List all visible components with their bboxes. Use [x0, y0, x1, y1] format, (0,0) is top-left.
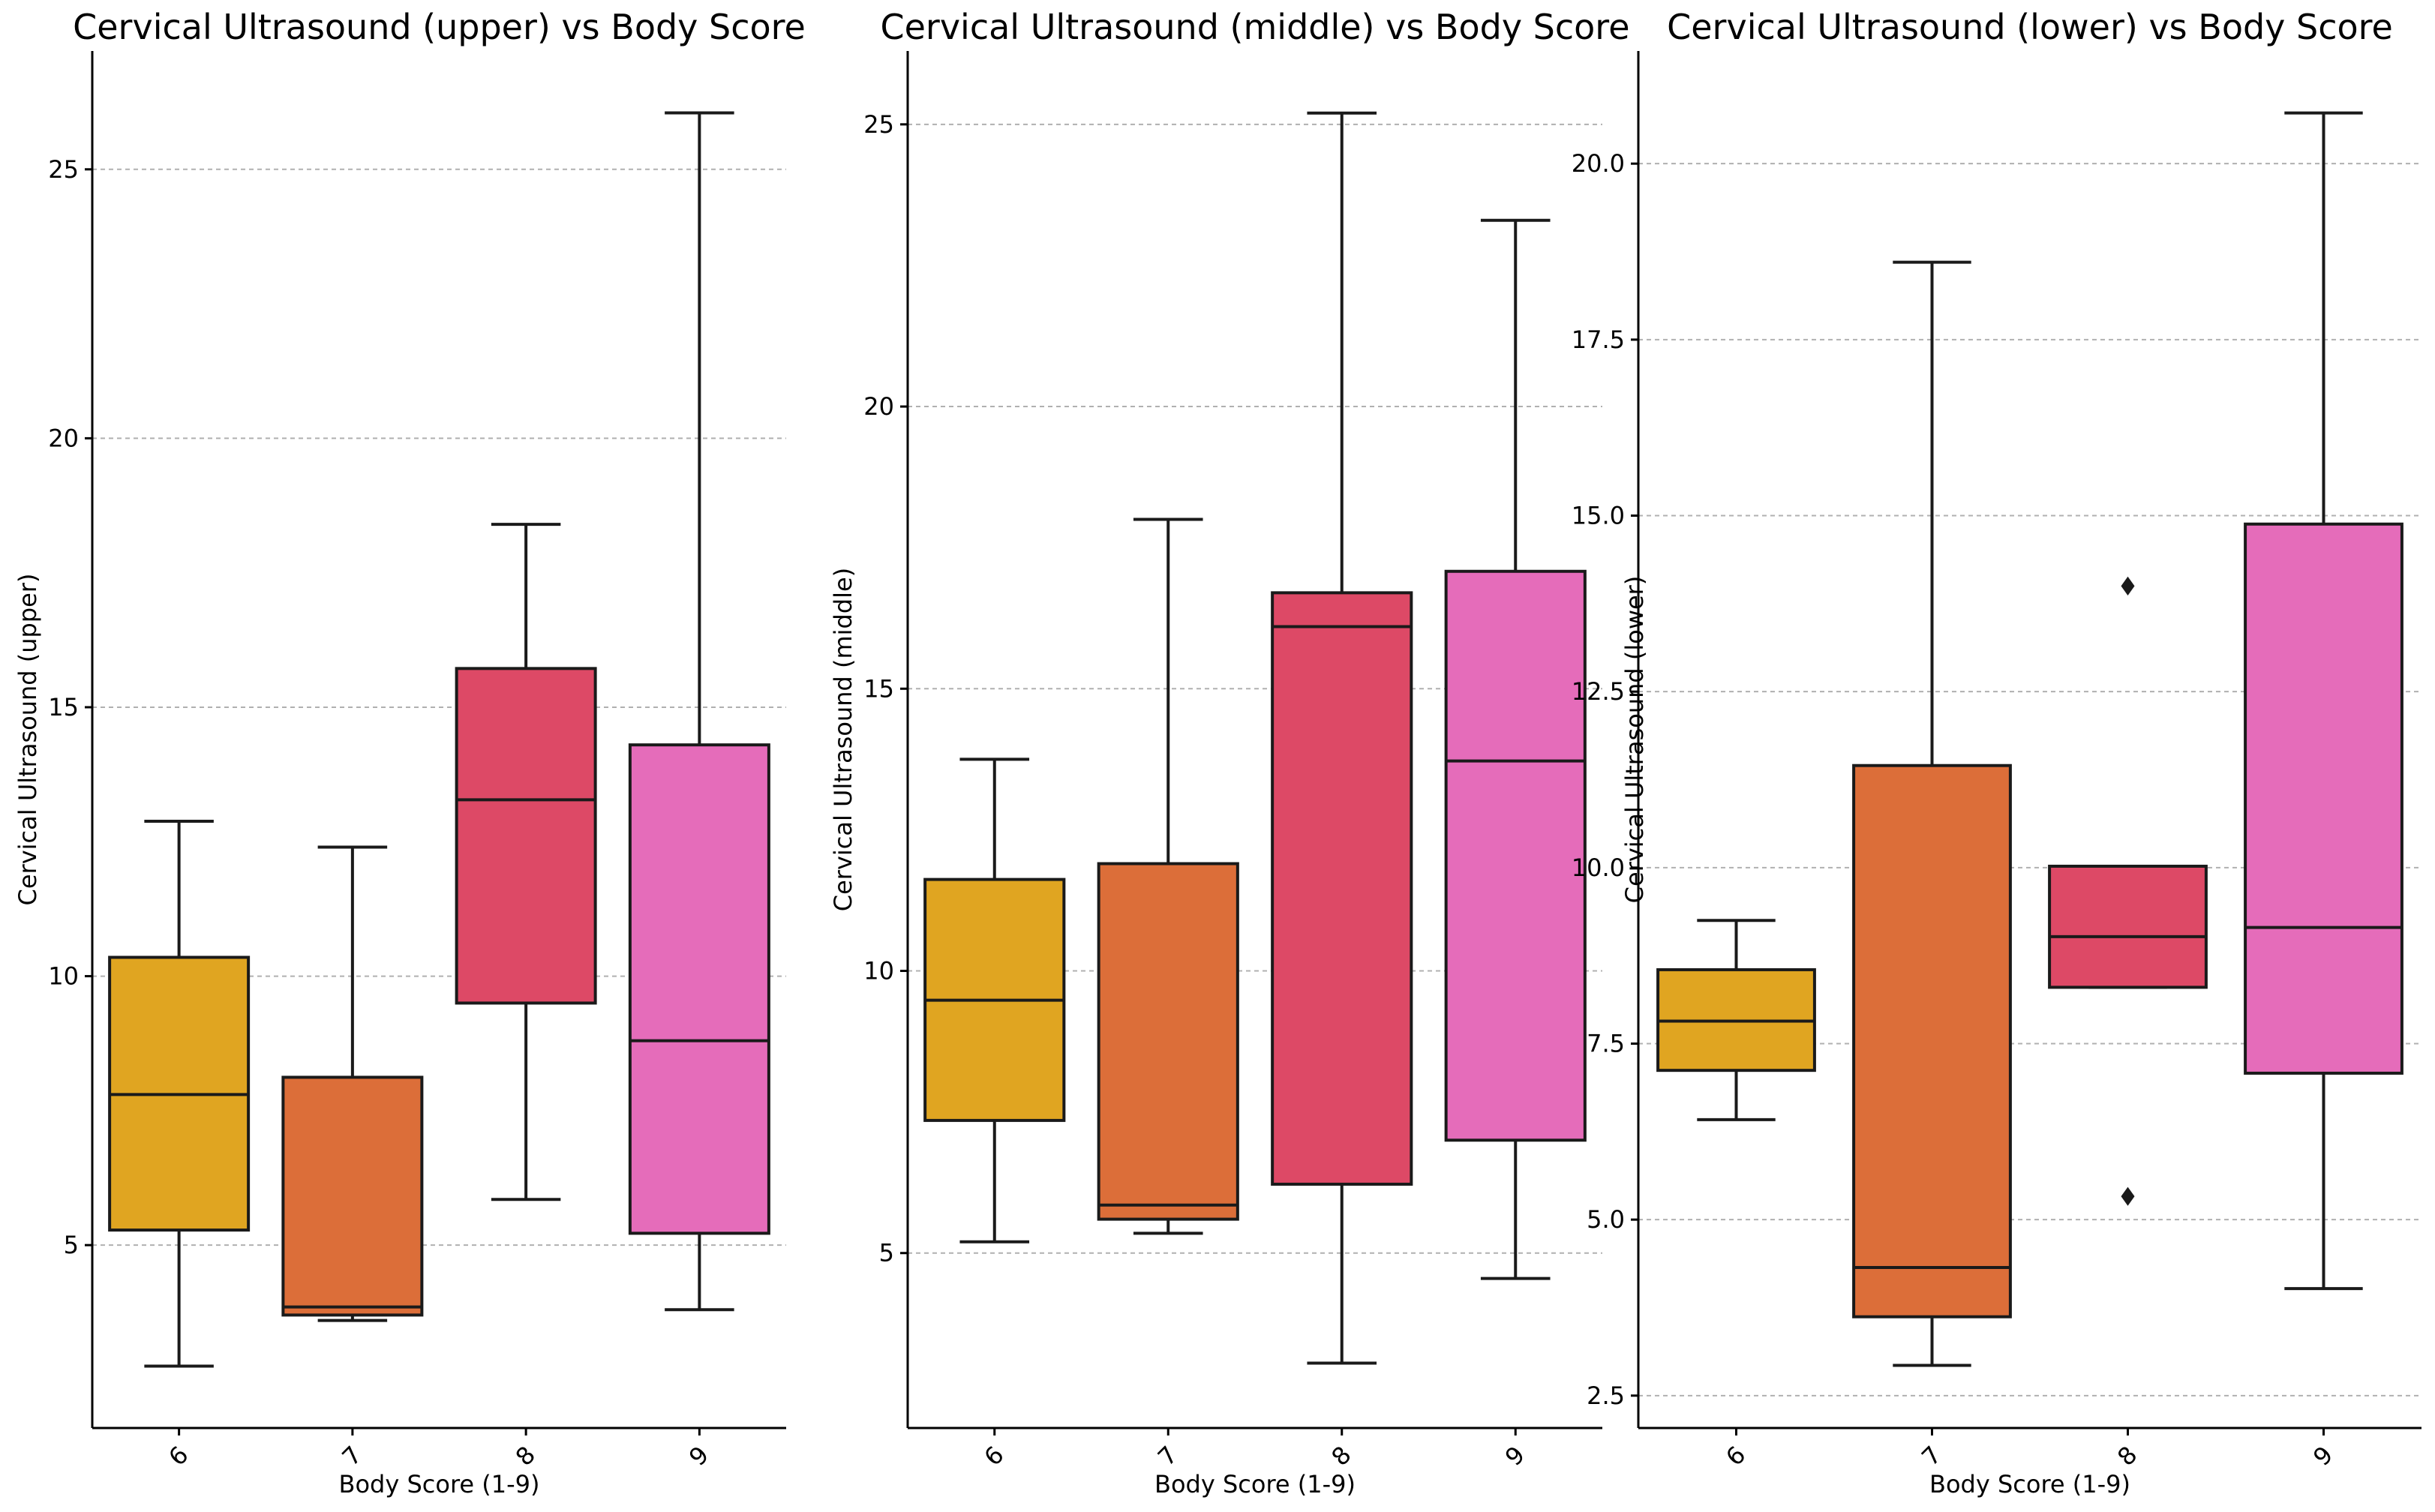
chart-panel-upper: 5 10 15 20 25 6 7 8 9 Cervical Ultrasound (upper)…: [14, 7, 806, 1498]
y-tick-label: 25: [48, 155, 79, 184]
box-group-8: [2048, 576, 2208, 1206]
y-tick-label: 12.5: [1572, 677, 1625, 706]
box-group-8: [455, 523, 597, 1202]
box-group-7: [1852, 260, 2012, 1367]
box-group-6: [923, 758, 1066, 1244]
box: [1444, 569, 1587, 1142]
flier-point: [2121, 576, 2135, 596]
x-tick-label: 7: [1916, 1441, 1947, 1472]
x-tick-label: 9: [1500, 1441, 1530, 1472]
y-tick-label: 20: [48, 424, 79, 452]
y-axis-label: Cervical Ultrasound (lower): [1620, 576, 1649, 904]
y-tick-label: 10.0: [1572, 854, 1625, 882]
y-tick-label: 5: [879, 1239, 894, 1268]
y-tick-label: 15.0: [1572, 502, 1625, 530]
box-group-6: [1656, 919, 1816, 1121]
y-tick-label: 20.0: [1572, 149, 1625, 178]
chart-panel-lower: 2.5 5.0 7.5 10.0 12.5 15.0 17.5 20.0 6 7 8 9 Cervica…: [1572, 7, 2421, 1498]
box-group-9: [2244, 111, 2403, 1291]
y-tick-label: 7.5: [1587, 1029, 1625, 1058]
y-tick-label: 2.5: [1587, 1382, 1625, 1410]
chart-title-upper: Cervical Ultrasound (upper) vs Body Scor…: [73, 7, 806, 47]
y-tick-label: 25: [863, 110, 894, 139]
box: [1271, 591, 1413, 1186]
y-tick-label: 17.5: [1572, 326, 1625, 354]
x-tick-label: 9: [2307, 1441, 2338, 1472]
chart-title-middle: Cervical Ultrasound (middle) vs Body Sco…: [880, 7, 1629, 47]
x-tick-label: 9: [683, 1441, 714, 1472]
y-tick-label: 10: [48, 962, 79, 991]
box: [628, 743, 770, 1235]
box: [1097, 862, 1239, 1221]
x-tick-label: 6: [1720, 1441, 1751, 1472]
box: [2048, 864, 2208, 989]
x-tick-label: 8: [510, 1441, 541, 1472]
x-axis-label: Body Score (1-9): [1154, 1470, 1356, 1498]
y-tick-label: 5.0: [1587, 1205, 1625, 1234]
box: [2244, 522, 2403, 1075]
y-axis-label: Cervical Ultrasound (middle): [829, 568, 857, 911]
chart-title-lower: Cervical Ultrasound (lower) vs Body Scor…: [1667, 7, 2393, 47]
x-tick-label: 7: [337, 1441, 368, 1472]
box-group-8: [1271, 111, 1413, 1365]
y-axis-label: Cervical Ultrasound (upper): [14, 574, 42, 906]
y-tick-label: 15: [863, 674, 894, 703]
y-tick-label: 20: [863, 392, 894, 421]
x-tick-label: 7: [1152, 1441, 1183, 1472]
x-tick-label: 6: [163, 1441, 194, 1472]
flier-point: [2121, 1186, 2135, 1206]
box-group-9: [1444, 218, 1587, 1280]
x-tick-label: 6: [978, 1441, 1009, 1472]
chart-panel-middle: 5 10 15 20 25 6 7 8 9 Cervical Ultrasound (middle…: [829, 7, 1630, 1498]
x-tick-label: 8: [2112, 1441, 2142, 1472]
box: [455, 667, 597, 1005]
y-tick-label: 10: [863, 957, 894, 986]
box: [281, 1076, 424, 1317]
y-tick-label: 5: [64, 1231, 79, 1259]
x-axis-label: Body Score (1-9): [339, 1470, 540, 1498]
box-group-9: [628, 111, 770, 1312]
box-group-7: [281, 845, 424, 1322]
box-group-7: [1097, 518, 1239, 1235]
box-group-6: [108, 820, 251, 1368]
y-tick-label: 15: [48, 693, 79, 722]
x-axis-label: Body Score (1-9): [1929, 1470, 2130, 1498]
box: [1852, 764, 2012, 1318]
x-tick-label: 8: [1326, 1441, 1356, 1472]
